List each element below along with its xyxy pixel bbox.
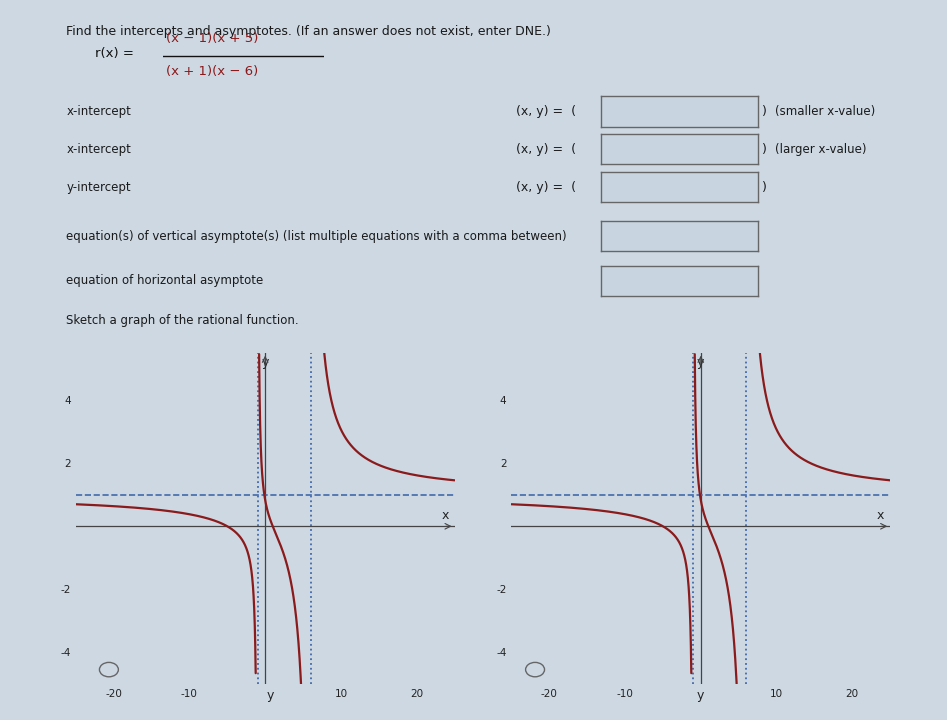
Text: (x, y) =  (: (x, y) = ( [516, 181, 576, 194]
Text: equation of horizontal asymptote: equation of horizontal asymptote [66, 274, 263, 287]
Text: y: y [697, 356, 705, 369]
Text: Sketch a graph of the rational function.: Sketch a graph of the rational function. [66, 314, 299, 327]
Text: (x, y) =  (: (x, y) = ( [516, 105, 576, 118]
Text: x: x [441, 508, 449, 521]
Text: Find the intercepts and asymptotes. (If an answer does not exist, enter DNE.): Find the intercepts and asymptotes. (If … [66, 25, 551, 38]
Text: y: y [266, 689, 274, 702]
Text: y: y [697, 689, 705, 702]
Text: (larger x-value): (larger x-value) [775, 143, 867, 156]
Text: equation(s) of vertical asymptote(s) (list multiple equations with a comma betwe: equation(s) of vertical asymptote(s) (li… [66, 230, 567, 243]
Text: ): ) [762, 143, 767, 156]
Text: ): ) [762, 105, 767, 118]
Text: ): ) [762, 181, 767, 194]
Text: x-intercept: x-intercept [66, 105, 132, 118]
Text: (x, y) =  (: (x, y) = ( [516, 143, 576, 156]
Text: x: x [877, 508, 884, 521]
Text: (x + 1)(x − 6): (x + 1)(x − 6) [166, 65, 258, 78]
Text: y: y [261, 356, 269, 369]
Text: y-intercept: y-intercept [66, 181, 131, 194]
Text: (smaller x-value): (smaller x-value) [775, 105, 875, 118]
Text: r(x) =: r(x) = [95, 48, 134, 60]
Text: x-intercept: x-intercept [66, 143, 132, 156]
Text: (x − 1)(x + 5): (x − 1)(x + 5) [166, 32, 259, 45]
